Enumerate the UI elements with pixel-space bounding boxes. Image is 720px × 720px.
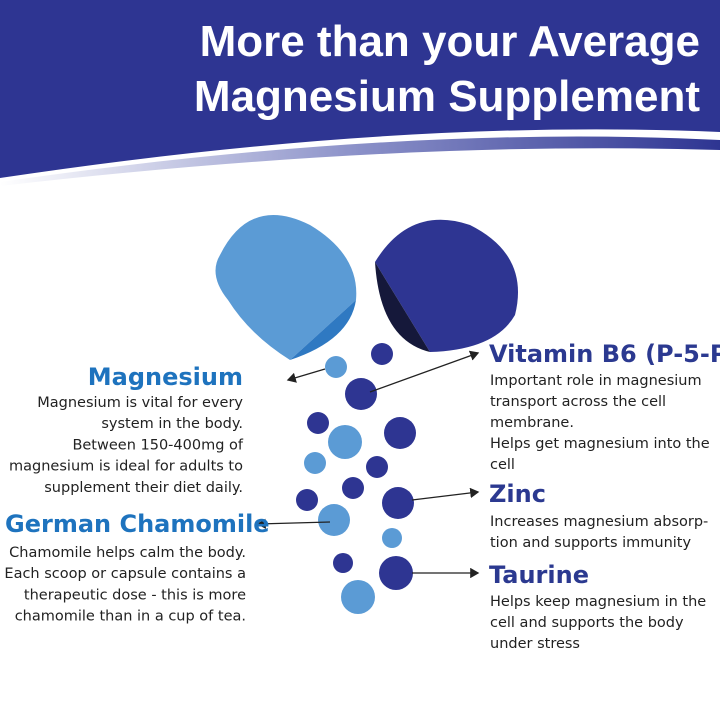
section-title: Zinc — [489, 480, 546, 508]
section-title: Vitamin B6 (P-5-P) — [489, 340, 720, 368]
section-text: Helps keep magnesium in the — [490, 594, 706, 610]
pill-dot — [379, 556, 413, 590]
section-text: Increases magnesium absorp- — [490, 514, 708, 530]
pill-dot — [341, 580, 375, 614]
pill-dot — [304, 452, 326, 474]
pill-dot — [325, 356, 347, 378]
section-text: system in the body. — [101, 416, 243, 432]
section-text: therapeutic dose - this is more — [24, 587, 246, 603]
section-text: Between 150-400mg of — [72, 437, 243, 453]
section-text: tion and supports immunity — [490, 535, 691, 551]
section-text: membrane. — [490, 415, 574, 431]
section-text: cell and supports the body — [490, 615, 684, 631]
section-title: German Chamomile — [5, 510, 270, 538]
section-text: cell — [490, 457, 515, 473]
section-text: Important role in magnesium — [490, 373, 702, 389]
section-text: chamomile than in a cup of tea. — [15, 609, 246, 625]
pill-dot — [382, 487, 414, 519]
pill-dot — [342, 477, 364, 499]
pill-dot — [296, 489, 318, 511]
pill-dot — [366, 456, 388, 478]
section-text: transport across the cell — [490, 394, 666, 410]
section-title: Taurine — [489, 561, 589, 589]
section-text: under stress — [490, 636, 580, 652]
header-title: Magnesium Supplement — [194, 72, 700, 121]
pills — [296, 343, 416, 614]
section-text: Each scoop or capsule contains a — [4, 566, 246, 582]
arrows — [256, 350, 480, 579]
section-text: Helps get magnesium into the — [490, 436, 710, 452]
section-text: supplement their diet daily. — [44, 480, 243, 496]
section-text: Magnesium is vital for every — [37, 395, 243, 411]
header-band — [0, 0, 720, 178]
pill-dot — [333, 553, 353, 573]
header-swoosh — [0, 136, 720, 186]
pill-dot — [384, 417, 416, 449]
pill-dot — [345, 378, 377, 410]
capsule — [215, 215, 518, 360]
pill-dot — [371, 343, 393, 365]
header-title: More than your Average — [200, 17, 700, 66]
section-title: Magnesium — [88, 363, 243, 391]
pill-dot — [382, 528, 402, 548]
section-text: magnesium is ideal for adults to — [9, 459, 243, 475]
pill-dot — [328, 425, 362, 459]
pill-dot — [307, 412, 329, 434]
pill-dot — [318, 504, 350, 536]
section-text: Chamomile helps calm the body. — [9, 545, 246, 561]
